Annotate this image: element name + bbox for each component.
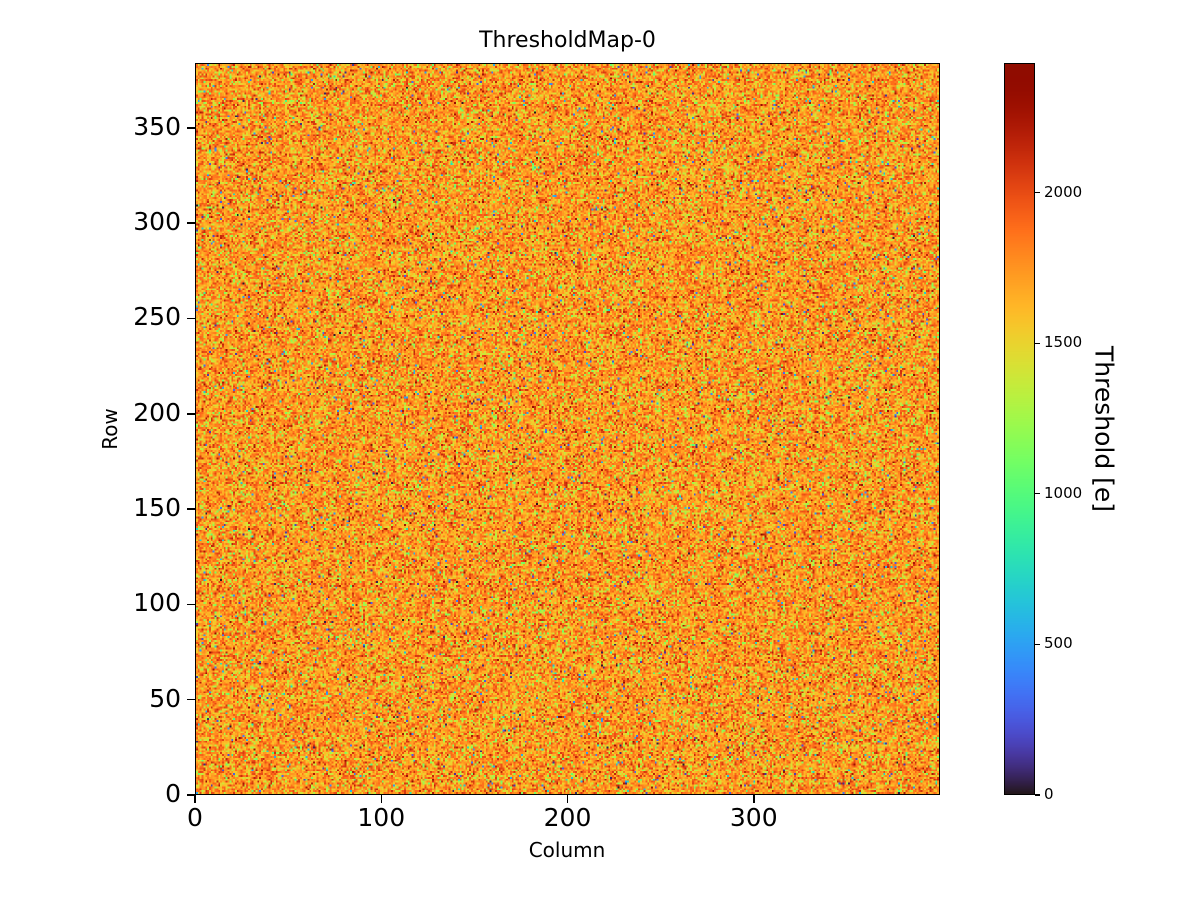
y-tick-mark (187, 127, 195, 129)
y-tick-label: 200 (133, 397, 181, 427)
y-tick-mark (187, 603, 195, 606)
colorbar-tick-mark (1035, 342, 1040, 344)
x-tick-label: 200 (543, 803, 592, 832)
colorbar-tick-mark (1035, 794, 1040, 796)
colorbar-tick-mark (1035, 643, 1040, 645)
x-tick-mark (566, 795, 569, 803)
y-tick-label: 100 (133, 588, 181, 618)
colorbar-tick-label: 500 (1044, 634, 1073, 653)
y-tick-mark (187, 794, 195, 796)
colorbar-tick-label: 1500 (1044, 333, 1083, 352)
y-tick-label: 250 (133, 302, 181, 332)
colorbar (1004, 63, 1035, 795)
x-tick-mark (380, 795, 382, 803)
x-tick-mark (194, 795, 196, 803)
colorbar-tick-label: 1000 (1044, 483, 1083, 502)
x-tick-label: 100 (357, 803, 406, 832)
y-tick-label: 50 (149, 683, 181, 713)
x-tick-label: 0 (187, 803, 203, 832)
x-axis-label: Column (528, 838, 606, 862)
colorbar-tick-label: 2000 (1044, 182, 1083, 201)
y-tick-label: 300 (133, 207, 181, 237)
colorbar-tick-mark (1035, 191, 1040, 194)
y-tick-mark (187, 222, 195, 224)
y-tick-mark (187, 698, 195, 701)
colorbar-canvas (1005, 64, 1034, 794)
x-tick-label: 300 (729, 803, 778, 832)
y-tick-label: 0 (165, 779, 181, 808)
colorbar-tick-mark (1035, 493, 1040, 495)
y-tick-label: 350 (133, 111, 181, 141)
x-tick-mark (753, 795, 755, 803)
heatmap-canvas (196, 64, 939, 794)
y-tick-mark (187, 508, 195, 510)
colorbar-tick-label: 0 (1044, 785, 1054, 803)
y-tick-mark (187, 413, 195, 415)
y-tick-mark (187, 317, 195, 320)
heatmap-plot-area (195, 63, 940, 795)
y-tick-label: 150 (133, 493, 181, 523)
chart-title: ThresholdMap-0 (479, 28, 656, 53)
